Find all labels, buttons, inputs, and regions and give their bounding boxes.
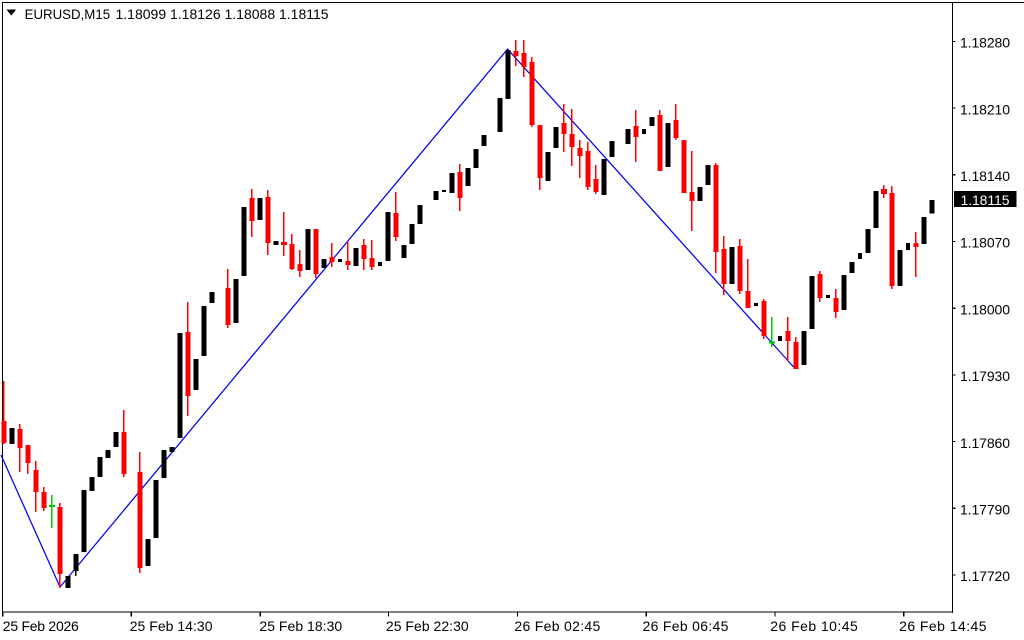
svg-text:26 Feb 10:45: 26 Feb 10:45 bbox=[770, 618, 858, 634]
svg-text:26 Feb 14:45: 26 Feb 14:45 bbox=[899, 618, 987, 634]
svg-text:1.18000: 1.18000 bbox=[960, 301, 1010, 317]
svg-text:1.18140: 1.18140 bbox=[960, 168, 1010, 184]
svg-text:1.18210: 1.18210 bbox=[960, 101, 1010, 117]
svg-text:25 Feb 22:30: 25 Feb 22:30 bbox=[386, 618, 469, 634]
svg-text:1.18099 1.18126 1.18088 1.1811: 1.18099 1.18126 1.18088 1.18115 bbox=[116, 6, 329, 22]
svg-text:1.18280: 1.18280 bbox=[960, 35, 1010, 51]
svg-text:26 Feb 06:45: 26 Feb 06:45 bbox=[643, 618, 729, 634]
svg-text:25 Feb 18:30: 25 Feb 18:30 bbox=[259, 618, 342, 634]
svg-text:25 Feb 2026: 25 Feb 2026 bbox=[3, 618, 79, 634]
svg-text:25 Feb 14:30: 25 Feb 14:30 bbox=[130, 618, 213, 634]
svg-text:1.17930: 1.17930 bbox=[960, 368, 1010, 384]
svg-text:1.17860: 1.17860 bbox=[960, 435, 1010, 451]
svg-text:1.17790: 1.17790 bbox=[960, 502, 1010, 518]
svg-text:1.17720: 1.17720 bbox=[960, 568, 1010, 584]
svg-text:26 Feb 02:45: 26 Feb 02:45 bbox=[514, 618, 600, 634]
svg-text:1.18115: 1.18115 bbox=[961, 192, 1010, 208]
svg-text:EURUSD,M15: EURUSD,M15 bbox=[25, 6, 111, 22]
svg-text:1.18070: 1.18070 bbox=[960, 235, 1010, 251]
